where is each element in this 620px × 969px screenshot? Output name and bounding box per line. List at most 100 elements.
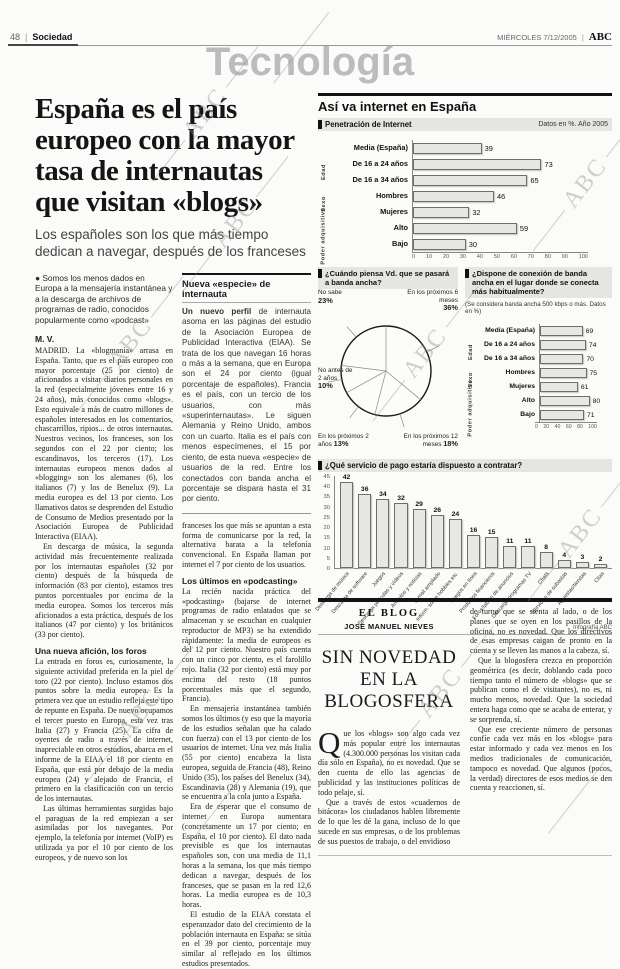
group-label-text: Edad <box>321 163 328 181</box>
bar-label: Alto <box>521 396 535 404</box>
column-bar <box>557 559 571 568</box>
column-bar <box>485 537 499 568</box>
bar <box>413 174 528 186</box>
bar-row: Hombres 46 <box>332 188 612 204</box>
chart1-rows: Media (España) 39 De 16 a 24 años 73 De 16 a… <box>318 140 612 265</box>
article-paragraph: En mensajería instantánea también somos … <box>182 704 311 802</box>
article-subhead: Los españoles son los que más tiempo ded… <box>35 227 306 259</box>
column-value: 2 <box>598 555 603 563</box>
axis-tick: 10 <box>425 254 433 260</box>
pie-label-2-anos: En los próximos 2 años 13 <box>318 433 370 449</box>
blog-column-2: de turno que se sienta al lado, o de los… <box>470 607 612 847</box>
bar-row: Mujeres 32 <box>332 204 612 220</box>
bar-value: 69 <box>585 327 594 335</box>
axis-tick: 80 <box>544 254 551 260</box>
services-chart-section: ¿Qué servicio de pago estaría dispuesto … <box>315 459 612 635</box>
infographic: Así va internet en España Penetración de… <box>315 93 612 635</box>
column-bar <box>394 502 408 568</box>
column-bar <box>539 551 553 568</box>
article-headline: España es el país europeo con la mayor t… <box>35 93 295 218</box>
column-bar <box>430 514 444 568</box>
bar-label: Alto <box>393 223 408 233</box>
axis-tick: 20 <box>543 424 550 430</box>
pie-slice-divider <box>385 370 421 400</box>
bar-value: 59 <box>519 223 529 233</box>
byline: M. V. <box>35 334 55 345</box>
bar-track: 74 <box>539 338 612 352</box>
pie-label-6-meses: En los próximos 6 meses 36 <box>400 289 458 313</box>
column-bar <box>412 508 426 568</box>
axis-tick: 60 <box>565 424 572 430</box>
square-marker-icon <box>318 120 322 129</box>
bar <box>540 396 590 406</box>
bar-label: Hombres <box>505 368 535 376</box>
bar-label: De 16 a 24 años <box>483 340 535 348</box>
group-label: Edad <box>465 338 477 366</box>
column-value: 3 <box>580 553 585 561</box>
column: 11 <box>503 537 517 568</box>
pie-label-no-sabe: No sabe 23 <box>318 289 342 305</box>
penetration-bar-chart: Media (España) 39 De 16 a 24 años 73 De 16 a… <box>318 140 612 265</box>
column: 16 <box>466 527 481 568</box>
masthead-divider: | <box>581 32 584 42</box>
group-label: Edad <box>318 156 330 188</box>
bar <box>540 326 583 336</box>
bar-track: 70 <box>539 352 612 366</box>
column-value: 11 <box>506 537 514 545</box>
column-value: 4 <box>562 551 567 559</box>
bar-value: 80 <box>592 397 601 405</box>
column-bar <box>466 535 481 568</box>
bar-track: 71 <box>539 408 612 422</box>
bar-track: 69 <box>539 324 612 338</box>
column: 3 <box>575 553 589 568</box>
column: 32 <box>394 495 408 568</box>
y-axis-tick: 5 <box>326 555 330 562</box>
article-paragraph: La entrada en foros es, curiosamente, la… <box>35 656 173 804</box>
y-axis-tick: 20 <box>323 525 330 532</box>
bar-label: De 16 a 34 años <box>483 354 535 362</box>
pie-slice-divider <box>341 365 387 372</box>
article-column-1: ● Somos los menos dados en Europa a la m… <box>35 273 173 969</box>
bar-row: Media (España) 69 <box>479 324 612 338</box>
bar-track: 46 <box>412 188 612 204</box>
axis-tick: 70 <box>527 254 534 260</box>
axis-tick: 0 <box>412 254 416 260</box>
broadband-bar-panel: ¿Dispone de conexión de banda ancha en e… <box>465 267 612 451</box>
column-bar <box>340 482 354 568</box>
bar-value: 75 <box>589 369 598 377</box>
chart1-x-axis: 0 10 20 30 40 50 60 70 80 90 100 <box>412 252 588 260</box>
column-value: 16 <box>469 527 478 535</box>
column-value: 11 <box>524 537 532 545</box>
bar-track: 59 <box>412 220 612 236</box>
pie-leader-line <box>399 413 405 428</box>
y-axis-tick: 10 <box>323 545 330 552</box>
bar <box>413 238 466 250</box>
bar <box>540 368 587 378</box>
column-label: Chats <box>537 571 552 586</box>
column: 2 <box>593 555 608 568</box>
sidebar-box-title: Nueva «especie» de internauta <box>182 279 311 303</box>
section-banner: Tecnología <box>205 40 415 84</box>
bar-label: De 16 a 24 años <box>352 159 408 169</box>
bar-label: Media (España) <box>485 326 535 334</box>
column-label: Citas <box>593 571 606 585</box>
axis-tick: 100 <box>578 254 588 260</box>
chart2-title: ¿Dispone de conexión de banda ancha en e… <box>472 269 599 296</box>
bar-row: De 16 a 24 años 73 <box>332 156 612 172</box>
column: 26 <box>430 506 444 568</box>
masthead-left: 48 | Sociedad <box>8 32 79 46</box>
blog-opinion-box: EL BLOG JOSÉ MANUEL NIEVES SIN NOVEDAD E… <box>318 598 612 856</box>
article-paragraph: Era de esperar que el consumo de interne… <box>182 802 311 910</box>
pie-slice-divider <box>374 370 387 415</box>
axis-tick: 50 <box>493 254 500 260</box>
pie-leader-line <box>349 406 359 418</box>
bar-label: Bajo <box>391 239 408 249</box>
article-paragraph: franceses los que más se apuntan a esta … <box>182 520 311 569</box>
group-label: Poder adquisitivo <box>318 207 330 264</box>
column-value: 26 <box>433 506 442 514</box>
y-axis-tick: 15 <box>323 535 330 542</box>
bar-value: 61 <box>580 383 589 391</box>
blog-columns: EL BLOG JOSÉ MANUEL NIEVES SIN NOVEDAD E… <box>318 607 612 847</box>
chart1-title: Penetración de Internet <box>325 120 412 129</box>
pie-leader-line <box>426 345 440 353</box>
